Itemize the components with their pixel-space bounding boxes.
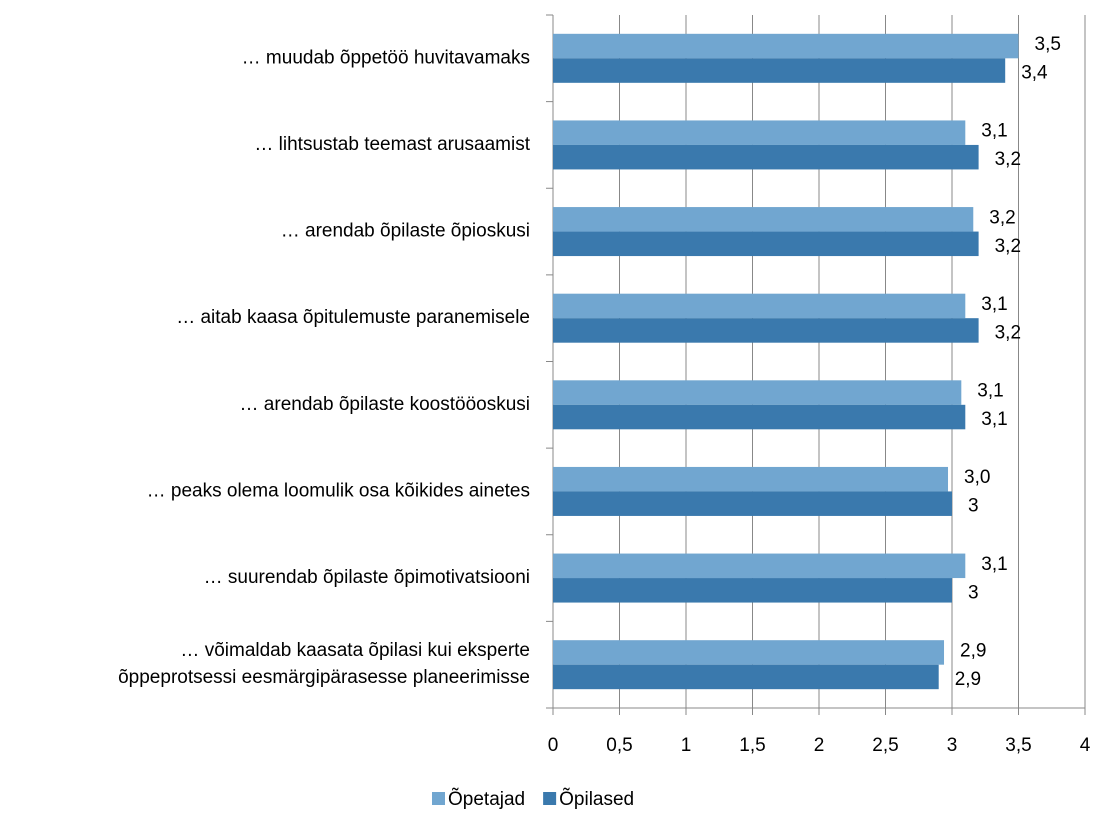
value-label: 3,5 bbox=[1035, 34, 1061, 55]
bar bbox=[553, 58, 1006, 83]
x-tick-label: 1 bbox=[681, 735, 692, 756]
value-label: 3,2 bbox=[995, 236, 1021, 257]
bar bbox=[553, 318, 979, 343]
category-label: … võimaldab kaasata õpilasi kui eksperte… bbox=[118, 640, 530, 688]
x-tick-label: 3 bbox=[947, 735, 958, 756]
category-label: … lihtsustab teemast arusaamist bbox=[254, 134, 530, 155]
category-label: … muudab õppetöö huvitavamaks bbox=[242, 47, 530, 68]
legend-swatch bbox=[543, 792, 557, 805]
value-label: 3,1 bbox=[981, 409, 1007, 430]
value-label: 3,0 bbox=[964, 467, 990, 488]
bar bbox=[553, 380, 962, 405]
bar bbox=[553, 120, 966, 145]
value-label: 3,2 bbox=[995, 149, 1021, 170]
value-label: 3 bbox=[968, 496, 979, 517]
bar bbox=[553, 578, 952, 603]
x-tick-label: 1,5 bbox=[739, 735, 765, 756]
value-label: 3,4 bbox=[1021, 63, 1048, 84]
bar bbox=[553, 293, 966, 319]
x-tick-label: 4 bbox=[1080, 735, 1091, 756]
bar bbox=[553, 491, 952, 516]
value-label: 3,1 bbox=[981, 294, 1007, 315]
category-label: … peaks olema loomulik osa kõikides aine… bbox=[147, 480, 530, 501]
value-label: 3,2 bbox=[989, 207, 1015, 228]
value-label: 3,1 bbox=[981, 554, 1007, 575]
legend-swatch bbox=[432, 792, 445, 805]
bar bbox=[553, 33, 1019, 59]
x-tick-label: 2,5 bbox=[872, 735, 898, 756]
bar bbox=[553, 231, 979, 257]
bar bbox=[553, 404, 966, 430]
bar bbox=[553, 640, 945, 665]
legend-label: Õpilased bbox=[559, 788, 634, 810]
x-tick-label: 2 bbox=[814, 735, 825, 756]
category-label: … suurendab õpilaste õpimotivatsiooni bbox=[204, 567, 530, 588]
legend-label: Õpetajad bbox=[448, 788, 525, 810]
category-label: … arendab õpilaste õpioskusi bbox=[281, 221, 530, 242]
bar bbox=[553, 144, 979, 170]
bar bbox=[553, 553, 966, 579]
bar bbox=[553, 466, 949, 492]
value-label: 3,1 bbox=[981, 121, 1007, 142]
value-label: 2,9 bbox=[955, 669, 981, 690]
x-tick-label: 0,5 bbox=[606, 735, 632, 756]
value-label: 3,2 bbox=[995, 322, 1021, 343]
bar bbox=[553, 207, 974, 232]
bar bbox=[553, 664, 939, 690]
category-label: … arendab õpilaste koostööoskusi bbox=[240, 394, 530, 415]
value-label: 2,9 bbox=[960, 640, 986, 661]
x-tick-label: 3,5 bbox=[1005, 735, 1031, 756]
category-label: … aitab kaasa õpitulemuste paranemisele bbox=[176, 307, 530, 328]
value-label: 3 bbox=[968, 582, 979, 603]
value-label: 3,1 bbox=[977, 381, 1003, 402]
x-tick-label: 0 bbox=[548, 735, 559, 756]
